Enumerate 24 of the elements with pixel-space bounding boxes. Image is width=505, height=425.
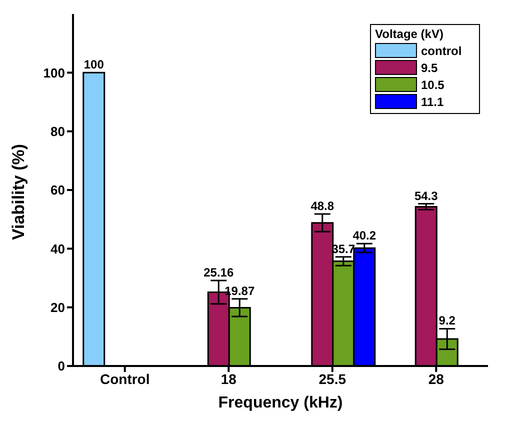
data-label: 48.8: [310, 199, 334, 214]
x-tick-label: 28: [428, 370, 444, 387]
x-tick-label: 25.5: [318, 370, 346, 387]
legend-label: 9.5: [421, 60, 438, 74]
data-label: 9.2: [438, 314, 456, 328]
y-tick-label: 0: [58, 358, 65, 374]
y-tick-label: 60: [50, 182, 65, 198]
legend-title: Voltage (kV): [375, 27, 444, 41]
x-tick-label: 18: [220, 370, 237, 387]
data-label: 19.87: [224, 284, 255, 298]
y-tick-label: 20: [50, 300, 65, 315]
data-label: 25.16: [204, 265, 234, 280]
x-tick-label: Control: [100, 370, 150, 387]
y-axis-title: Viability (%): [9, 144, 28, 240]
legend-label: 10.5: [421, 78, 444, 92]
y-tick-label: 80: [50, 124, 65, 139]
data-label: 100: [84, 58, 104, 72]
x-axis-title: Frequency (kHz): [218, 394, 343, 412]
y-tick-label: 40: [50, 241, 65, 256]
data-label: 54.3: [414, 188, 438, 203]
legend-label: control: [421, 44, 462, 58]
y-tick-label: 100: [43, 65, 65, 80]
data-label: 40.2: [352, 228, 376, 243]
legend-label: 11.1: [421, 94, 444, 108]
